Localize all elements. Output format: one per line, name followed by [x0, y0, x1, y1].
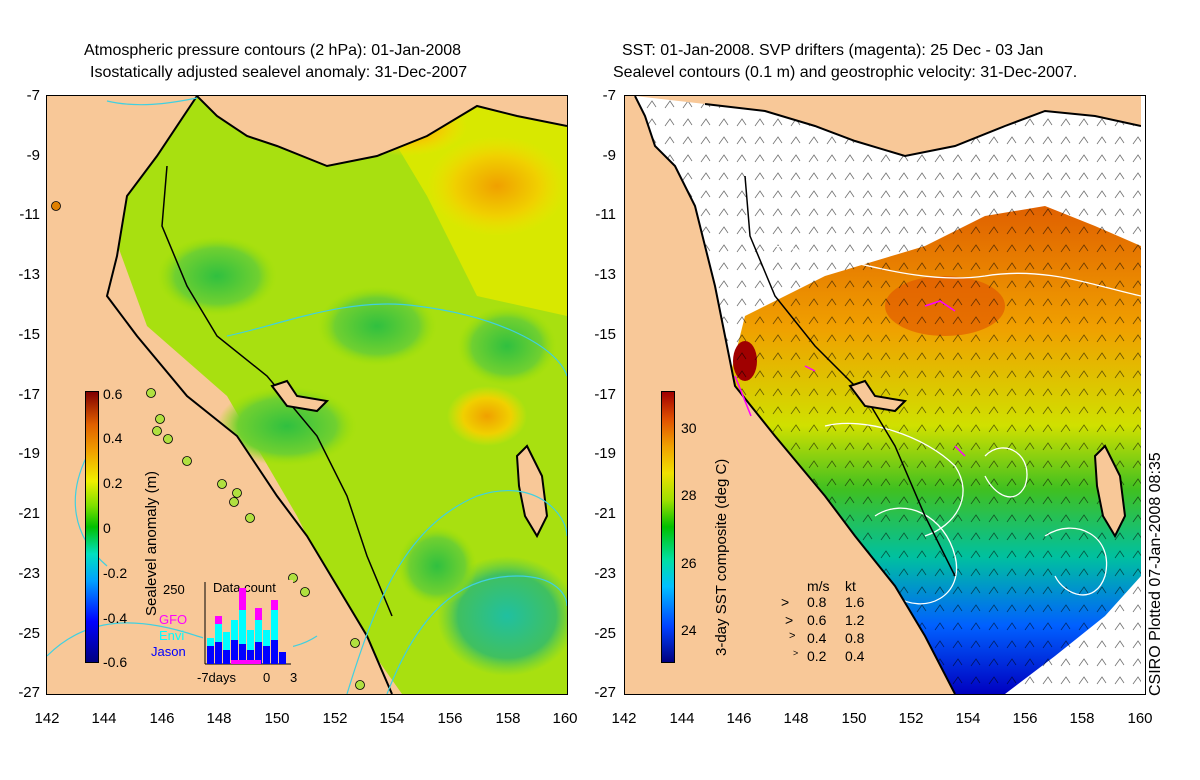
- left-title-line2: Isostatically adjusted sealevel anomaly:…: [90, 64, 468, 81]
- right-xtick-2: 146: [726, 710, 752, 727]
- left-ytick-2: -11: [19, 206, 40, 223]
- right-ytick-3: -13: [594, 266, 616, 283]
- left-ytick-5: -17: [18, 386, 40, 403]
- data-count-title: Data count: [213, 580, 276, 595]
- left-xtick-6: 154: [379, 710, 405, 727]
- right-ytick-5: -17: [594, 386, 616, 403]
- sealevel-tick-0: 0.6: [103, 386, 123, 402]
- sst-colorbar: [661, 391, 675, 663]
- left-xtick-4: 150: [264, 710, 290, 727]
- sealevel-colorbar: [85, 391, 99, 663]
- plot-credit: CSIRO Plotted 07-Jan-2008 08:35: [1147, 452, 1164, 696]
- sealevel-tick-3: 0: [103, 520, 111, 536]
- sealevel-tick-6: -0.6: [103, 654, 128, 670]
- velocity-unit-kt: kt: [845, 578, 856, 594]
- velocity-kt-0: 1.6: [845, 594, 865, 610]
- legend-jason: Jason: [151, 644, 186, 659]
- sst-colorbar-title: 3-day SST composite (deg C): [713, 458, 730, 656]
- data-count-xtick-0: -7days: [197, 670, 237, 685]
- left-ytick-10: -27: [18, 684, 40, 701]
- sst-tick-1: 28: [681, 487, 697, 503]
- right-xtick-6: 154: [955, 710, 981, 727]
- sst-map-graphic: [625, 96, 1141, 694]
- sst-map: 30 28 26 24 3-day SST composite (deg C) …: [624, 95, 1146, 695]
- left-xtick-5: 152: [322, 710, 348, 727]
- right-xtick-4: 150: [841, 710, 867, 727]
- left-ytick-7: -21: [18, 505, 40, 522]
- data-count-xtick-2: 3: [290, 670, 298, 685]
- right-xtick-1: 144: [669, 710, 695, 727]
- right-title-line1: SST: 01-Jan-2008. SVP drifters (magenta)…: [622, 42, 1044, 59]
- right-ytick-2: -11: [595, 206, 616, 223]
- data-count-bars: [204, 582, 291, 665]
- velocity-kt-1: 1.2: [845, 612, 865, 628]
- velocity-ms-3: 0.2: [807, 648, 827, 664]
- left-ytick-0: -7: [26, 87, 40, 104]
- left-xtick-8: 158: [495, 710, 521, 727]
- velocity-kt-2: 0.8: [845, 630, 865, 646]
- velocity-ms-0: 0.8: [807, 594, 827, 610]
- right-xtick-0: 142: [611, 710, 637, 727]
- left-ytick-8: -23: [18, 565, 40, 582]
- right-xtick-5: 152: [898, 710, 924, 727]
- sealevel-colorbar-title: Sealevel anomaly (m): [143, 470, 160, 616]
- sst-tick-3: 24: [681, 622, 697, 638]
- right-xtick-9: 160: [1127, 710, 1153, 727]
- right-xtick-7: 156: [1012, 710, 1038, 727]
- sealevel-tick-5: -0.4: [103, 610, 128, 626]
- right-xtick-3: 148: [783, 710, 809, 727]
- sealevel-tick-4: -0.2: [103, 565, 128, 581]
- left-ytick-1: -9: [26, 147, 40, 164]
- right-xtick-8: 158: [1069, 710, 1095, 727]
- data-count-ymax: 250: [163, 582, 185, 597]
- right-title-line2: Sealevel contours (0.1 m) and geostrophi…: [613, 64, 1078, 81]
- sealevel-tick-2: 0.2: [103, 475, 123, 491]
- left-ytick-9: -25: [18, 625, 40, 642]
- velocity-legend: m/s kt > 0.8 1.6 > 0.6 1.2 > 0.4 0.8 > 0…: [781, 578, 865, 664]
- right-ytick-10: -27: [594, 684, 616, 701]
- left-xtick-2: 146: [149, 710, 175, 727]
- left-xtick-1: 144: [91, 710, 117, 727]
- right-ytick-1: -9: [602, 147, 616, 164]
- right-ytick-6: -19: [594, 445, 616, 462]
- right-ytick-9: -25: [594, 625, 616, 642]
- legend-gfo: GFO: [159, 612, 188, 627]
- left-ytick-3: -13: [18, 266, 40, 283]
- velocity-ms-1: 0.6: [807, 612, 827, 628]
- left-xtick-3: 148: [206, 710, 232, 727]
- left-ytick-6: -19: [18, 445, 40, 462]
- legend-envi: Envi: [159, 628, 185, 643]
- velocity-kt-3: 0.4: [845, 648, 865, 664]
- data-count-inset: Data count: [203, 580, 293, 666]
- right-ytick-8: -23: [594, 565, 616, 582]
- velocity-unit-ms: m/s: [807, 578, 830, 594]
- right-ytick-0: -7: [602, 87, 616, 104]
- sealevel-tick-1: 0.4: [103, 430, 123, 446]
- sealevel-map-graphic: [47, 96, 567, 694]
- left-xtick-7: 156: [437, 710, 463, 727]
- sst-tick-0: 30: [681, 420, 697, 436]
- sst-tick-2: 26: [681, 555, 697, 571]
- velocity-ms-2: 0.4: [807, 630, 827, 646]
- left-xtick-9: 160: [552, 710, 578, 727]
- right-ytick-7: -21: [594, 505, 616, 522]
- left-ytick-4: -15: [18, 326, 40, 343]
- left-title-line1: Atmospheric pressure contours (2 hPa): 0…: [84, 42, 462, 59]
- data-count-xtick-1: 0: [263, 670, 271, 685]
- right-ytick-4: -15: [594, 326, 616, 343]
- left-xtick-0: 142: [34, 710, 60, 727]
- sealevel-anomaly-map: 0.6 0.4 0.2 0 -0.2 -0.4 -0.6 Sealevel an…: [46, 95, 568, 695]
